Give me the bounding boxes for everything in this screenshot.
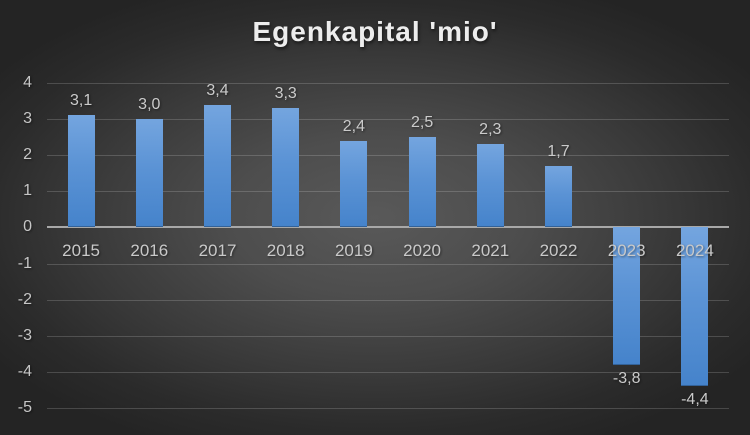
y-tick-label: -3 bbox=[17, 326, 32, 344]
y-tick-label: 2 bbox=[23, 146, 32, 164]
x-axis-label-2020: 2020 bbox=[403, 241, 441, 261]
bar-2016 bbox=[135, 119, 163, 228]
data-label: 3,1 bbox=[69, 92, 93, 110]
gridline bbox=[47, 407, 729, 409]
gridline bbox=[47, 119, 729, 121]
x-axis-label-2022: 2022 bbox=[539, 241, 578, 261]
y-axis: 4 3 2 1 0 -1 -2 -3 -4 -5 bbox=[0, 0, 36, 435]
plot-area: 3,1 2015 3,0 2016 3,4 2017 3,3 2018 2,4 2019 2,5 20… bbox=[47, 81, 729, 409]
gridline bbox=[47, 263, 729, 265]
chart-title: Egenkapital 'mio' bbox=[252, 16, 498, 47]
data-label: 3,4 bbox=[206, 81, 229, 99]
data-label: -3,8 bbox=[612, 369, 641, 387]
bar-2015 bbox=[67, 115, 95, 228]
x-axis-label-2015: 2015 bbox=[62, 241, 100, 261]
x-axis-label-2016: 2016 bbox=[130, 241, 169, 261]
gridline bbox=[47, 155, 729, 157]
y-tick-label: 3 bbox=[23, 110, 32, 128]
zero-axis-line bbox=[47, 226, 729, 229]
data-label: 2,3 bbox=[479, 121, 502, 139]
y-tick-label: 4 bbox=[23, 74, 32, 91]
gridline bbox=[47, 335, 729, 337]
x-axis-label-2019: 2019 bbox=[334, 241, 373, 261]
data-label: 3,3 bbox=[274, 85, 297, 103]
bar-2019 bbox=[340, 140, 368, 228]
data-label: 3,0 bbox=[138, 96, 161, 114]
gridline bbox=[47, 83, 729, 84]
bar-2017 bbox=[204, 104, 231, 228]
y-tick-label: -1 bbox=[17, 254, 32, 272]
bar-2024 bbox=[681, 227, 709, 387]
bar-2022 bbox=[545, 166, 572, 228]
y-tick-label: -5 bbox=[17, 398, 32, 416]
data-label: 2,4 bbox=[342, 117, 366, 135]
gridline bbox=[47, 371, 729, 373]
y-tick-label: -2 bbox=[17, 290, 32, 308]
x-axis-label-2024: 2024 bbox=[675, 241, 714, 261]
x-axis-label-2021: 2021 bbox=[471, 241, 510, 261]
y-tick-label: -4 bbox=[17, 362, 32, 380]
data-label: 2,5 bbox=[410, 114, 434, 132]
x-axis-label-2023: 2023 bbox=[607, 241, 646, 261]
y-tick-label: 0 bbox=[23, 218, 32, 236]
gridline bbox=[47, 299, 729, 301]
bar-2023 bbox=[613, 227, 641, 365]
x-axis-label-2017: 2017 bbox=[198, 241, 237, 261]
x-axis-label-2018: 2018 bbox=[266, 241, 305, 261]
data-label: -4,4 bbox=[681, 391, 709, 409]
bar-2021 bbox=[476, 144, 504, 228]
data-label: 1,7 bbox=[547, 143, 570, 161]
gridline bbox=[47, 191, 729, 193]
bar-2020 bbox=[408, 137, 436, 228]
bar-2018 bbox=[272, 108, 300, 228]
y-tick-label: 1 bbox=[23, 182, 32, 200]
